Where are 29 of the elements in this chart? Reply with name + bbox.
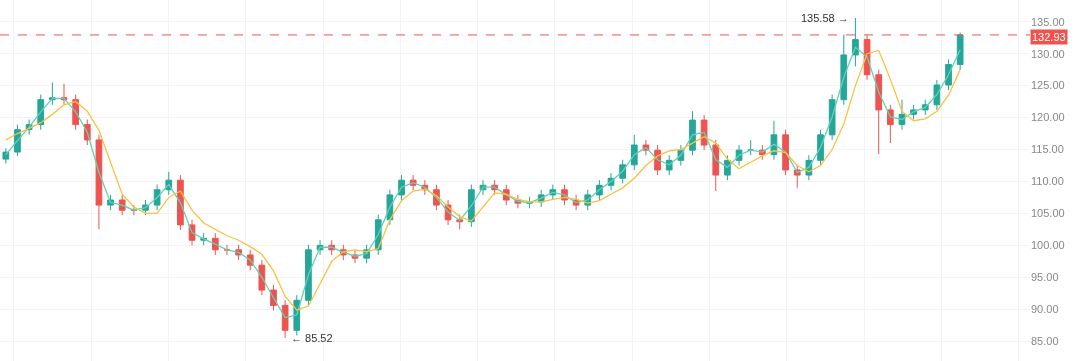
y-tick-label: 100.00 — [1031, 239, 1065, 252]
annotation: ← 85.52 — [291, 332, 333, 344]
y-tick-label: 135.00 — [1031, 15, 1065, 28]
candlestick — [630, 134, 638, 171]
y-tick-label: 110.00 — [1031, 175, 1064, 188]
y-tick-label: 130.00 — [1031, 47, 1065, 60]
candlestick — [456, 214, 464, 230]
candlestick — [2, 147, 10, 165]
candlestick — [223, 244, 231, 256]
candlestick — [281, 299, 289, 339]
y-tick-label: 95.00 — [1031, 271, 1059, 284]
y-tick-label: 90.00 — [1031, 303, 1059, 316]
candlestick — [712, 139, 720, 192]
y-tick-label: 85.00 — [1031, 335, 1059, 348]
annotation: 135.58 → — [801, 12, 849, 24]
candlestick — [95, 134, 103, 230]
y-tick-label: 105.00 — [1031, 207, 1065, 220]
candlestick — [933, 79, 941, 111]
ref-line-label: 132.93 — [1032, 31, 1066, 43]
candlestick — [258, 259, 266, 296]
y-tick-label: 120.00 — [1031, 111, 1065, 124]
candlestick — [840, 34, 848, 106]
candlestick — [130, 204, 138, 216]
candlestick — [782, 129, 789, 176]
candlestick — [875, 69, 883, 155]
candlestick — [956, 32, 964, 71]
candlestick — [305, 244, 312, 306]
y-tick-label: 125.00 — [1031, 79, 1065, 92]
y-tick-label: 115.00 — [1031, 143, 1064, 156]
